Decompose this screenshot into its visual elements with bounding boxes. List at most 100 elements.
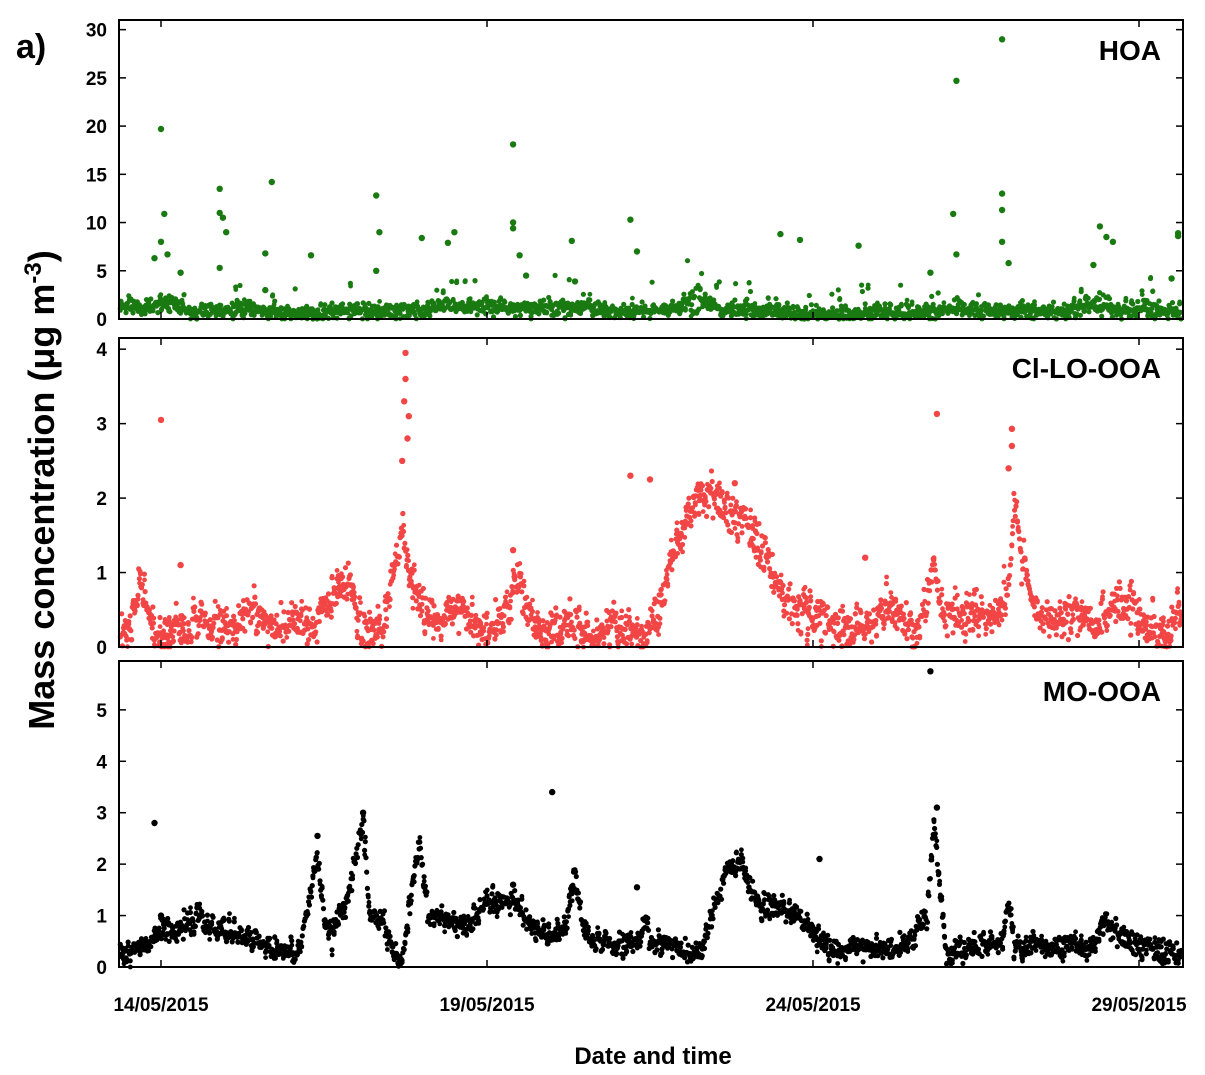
- hoa-point: [412, 311, 418, 318]
- cl-lo-ooa-point: [157, 614, 163, 621]
- hoa-panel-title: HOA: [1099, 35, 1161, 66]
- hoa-point: [927, 269, 934, 276]
- cl-lo-ooa-point: [157, 416, 165, 424]
- cl-lo-ooa-point: [1172, 620, 1178, 626]
- cl-lo-ooa-point: [1008, 442, 1016, 450]
- cl-lo-ooa-point: [521, 578, 527, 584]
- cl-lo-ooa-point: [484, 621, 489, 627]
- hoa-point: [536, 311, 542, 317]
- cl-lo-ooa-point: [1173, 626, 1178, 632]
- hoa-point: [498, 295, 504, 301]
- cl-lo-ooa-point: [664, 572, 670, 577]
- mo-ooa-point: [204, 912, 210, 918]
- cl-lo-ooa-point: [656, 632, 661, 637]
- hoa-point: [830, 305, 836, 311]
- hoa-point: [544, 310, 550, 316]
- cl-lo-ooa-point: [817, 620, 823, 627]
- cl-lo-ooa-point: [798, 631, 804, 637]
- cl-lo-ooa-point: [1100, 594, 1105, 600]
- cl-lo-ooa-point: [265, 629, 271, 635]
- cl-lo-ooa-point: [983, 631, 989, 637]
- cl-lo-ooa-point: [334, 568, 340, 573]
- cl-lo-ooa-point: [908, 610, 913, 615]
- cl-lo-ooa-point: [401, 398, 408, 405]
- cl-lo-ooa-point: [1021, 537, 1027, 543]
- cl-lo-ooa-point: [980, 614, 987, 620]
- cl-lo-ooa-point: [662, 598, 668, 604]
- cl-lo-ooa-point: [626, 607, 632, 613]
- cl-lo-ooa-point: [149, 625, 155, 631]
- cl-lo-ooa-point: [316, 618, 322, 625]
- cl-lo-ooa-point: [888, 590, 894, 595]
- cl-lo-ooa-point: [150, 604, 156, 610]
- cl-lo-ooa-point: [291, 621, 298, 627]
- cl-lo-ooa-point: [839, 608, 846, 614]
- cl-lo-ooa-point: [781, 602, 788, 608]
- cl-lo-ooa-point: [869, 639, 875, 645]
- hoa-point: [1130, 301, 1136, 307]
- cl-lo-ooa-point: [177, 561, 184, 569]
- cl-lo-ooa-point: [955, 592, 960, 598]
- cl-lo-ooa-point: [212, 598, 218, 604]
- cl-lo-ooa-point: [411, 567, 417, 573]
- cl-lo-ooa-point: [142, 577, 147, 583]
- cl-lo-ooa-point: [352, 594, 358, 600]
- cl-lo-ooa-point: [135, 602, 140, 608]
- cl-lo-ooa-point: [748, 507, 753, 513]
- cl-lo-ooa-point: [722, 500, 727, 505]
- cl-lo-ooa-point: [665, 583, 671, 589]
- hoa-point: [247, 298, 253, 304]
- cl-lo-ooa-point: [608, 624, 614, 630]
- hoa-point: [155, 310, 161, 316]
- cl-lo-ooa-point: [211, 620, 217, 626]
- cl-lo-ooa-point: [139, 582, 145, 588]
- hoa-point: [322, 302, 328, 308]
- cl-lo-ooa-point: [571, 627, 577, 633]
- cl-lo-ooa-point: [883, 581, 890, 587]
- cl-lo-ooa-point: [436, 625, 441, 631]
- cl-lo-ooa-point: [791, 598, 798, 604]
- cl-lo-ooa-point: [917, 635, 923, 641]
- hoa-point: [1169, 300, 1176, 306]
- hoa-point: [678, 308, 684, 313]
- cl-lo-ooa-point: [500, 624, 506, 630]
- hoa-point: [859, 282, 865, 288]
- hoa-point: [935, 290, 941, 296]
- cl-lo-ooa-point: [375, 603, 381, 609]
- hoa-point: [158, 292, 164, 297]
- cl-lo-ooa-point: [1027, 589, 1033, 595]
- cl-lo-ooa-point: [391, 572, 397, 578]
- hoa-point: [1174, 232, 1182, 240]
- hoa-point: [157, 125, 165, 133]
- cl-lo-ooa-point: [1165, 623, 1171, 629]
- hoa-point: [444, 239, 452, 246]
- hoa-point: [123, 310, 129, 316]
- cl-lo-ooa-point: [884, 574, 889, 580]
- y-axis-title-unit: (μg m: [21, 284, 62, 392]
- cl-lo-ooa-point: [402, 349, 409, 357]
- hoa-point: [467, 296, 473, 301]
- cl-lo-ooa-point: [704, 513, 710, 520]
- cl-lo-ooa-point: [1135, 631, 1141, 636]
- cl-lo-ooa-point: [469, 594, 475, 600]
- hoa-point: [241, 297, 247, 303]
- hoa-point: [220, 314, 226, 320]
- cl-lo-ooa-point: [250, 614, 256, 621]
- cl-lo-ooa-point: [251, 583, 257, 589]
- cl-lo-ooa-point: [767, 566, 773, 572]
- mo-ooa-point: [263, 955, 268, 960]
- hoa-point: [855, 242, 862, 249]
- cl-lo-ooa-point: [754, 530, 760, 537]
- cl-lo-ooa-point: [518, 571, 524, 577]
- cl-lo-ooa-point: [132, 608, 138, 614]
- cl-lo-ooa-point: [402, 375, 409, 383]
- cl-lo-ooa-point: [468, 612, 475, 619]
- cl-lo-ooa-point: [979, 601, 985, 606]
- hoa-ytick-label: 10: [86, 214, 107, 235]
- hoa-point: [998, 190, 1006, 197]
- cl-lo-ooa-point: [1075, 632, 1081, 639]
- hoa-point: [449, 278, 455, 285]
- cl-lo-ooa-point: [274, 612, 280, 618]
- cl-lo-ooa-point: [1018, 549, 1024, 555]
